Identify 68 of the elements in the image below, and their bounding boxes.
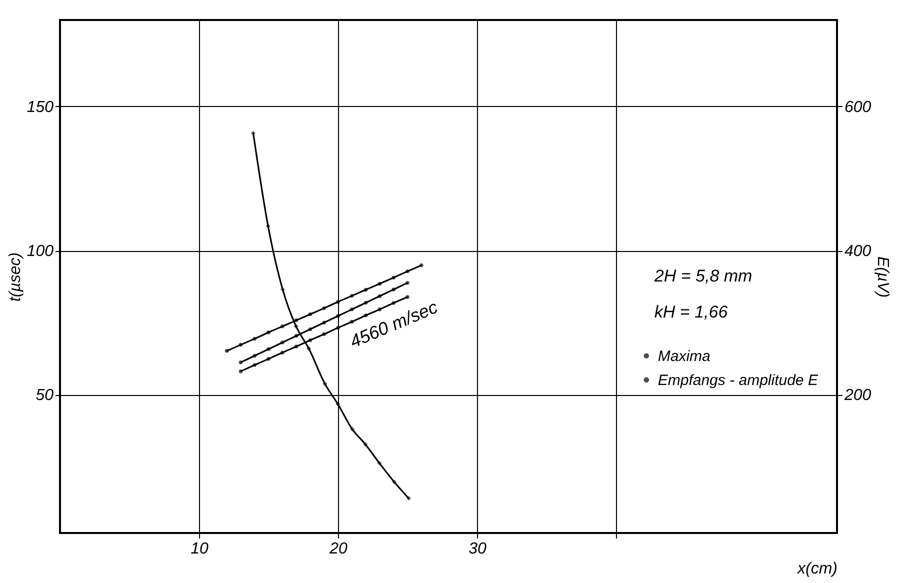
point: [406, 496, 411, 500]
point: [392, 288, 396, 292]
point: [406, 269, 410, 274]
y-tick-label: 50: [36, 387, 54, 404]
x-tick-label: 10: [190, 540, 208, 558]
point: [280, 324, 284, 328]
point: [266, 357, 270, 361]
x-tick-label: 20: [328, 540, 348, 558]
y-tick-label: 100: [26, 243, 54, 260]
y2-axis-title: E(µV): [874, 256, 892, 298]
point: [308, 312, 312, 316]
legend-label: Maxima: [658, 348, 710, 365]
y2-tick-label: 400: [844, 243, 872, 260]
point: [322, 306, 326, 310]
point: [266, 347, 270, 351]
point: [364, 442, 368, 446]
point: [336, 314, 340, 318]
point: [294, 324, 298, 328]
point: [252, 336, 256, 341]
legend-label: Empfangs - amplitude E: [658, 372, 819, 389]
point: [294, 334, 298, 338]
annotation: 4560 m/sec: [346, 296, 440, 352]
y-tick-label: 150: [26, 98, 54, 116]
point: [238, 369, 243, 374]
point: [378, 282, 382, 286]
point: [322, 332, 326, 336]
x-tick-label: 30: [468, 540, 486, 558]
point: [280, 350, 284, 354]
point: [322, 320, 326, 324]
x-axis-title: x(cm): [796, 560, 838, 578]
point: [420, 263, 424, 268]
point: [350, 294, 354, 298]
point: [364, 288, 368, 292]
point: [350, 307, 354, 312]
point: [378, 461, 382, 465]
point: [406, 280, 410, 285]
point: [392, 276, 396, 280]
point: [336, 326, 340, 330]
point: [308, 338, 312, 342]
point: [323, 382, 327, 386]
point: [378, 294, 382, 298]
point: [364, 300, 368, 305]
point: [350, 427, 354, 432]
annotation: 2H = 5,8 mm: [653, 266, 752, 286]
point: [392, 480, 396, 484]
point: [336, 300, 340, 304]
point: [294, 318, 298, 322]
point: [294, 344, 298, 348]
point: [238, 342, 243, 347]
annotation: kH = 1,66: [654, 302, 728, 322]
point: [308, 327, 312, 332]
point: [280, 340, 284, 344]
y2-tick-label: 200: [844, 387, 872, 404]
point: [280, 288, 285, 292]
point: [266, 224, 270, 228]
point: [252, 363, 256, 367]
point: [378, 307, 382, 312]
point: [252, 354, 256, 358]
point: [224, 348, 229, 353]
point: [364, 314, 368, 318]
point: [406, 295, 410, 299]
point: [306, 346, 311, 350]
y-axis-title: t(µsec): [6, 252, 24, 302]
point: [251, 131, 256, 135]
point: [266, 330, 270, 334]
y2-tick-label: 600: [844, 98, 872, 116]
point: [336, 402, 340, 406]
point: [238, 360, 243, 364]
